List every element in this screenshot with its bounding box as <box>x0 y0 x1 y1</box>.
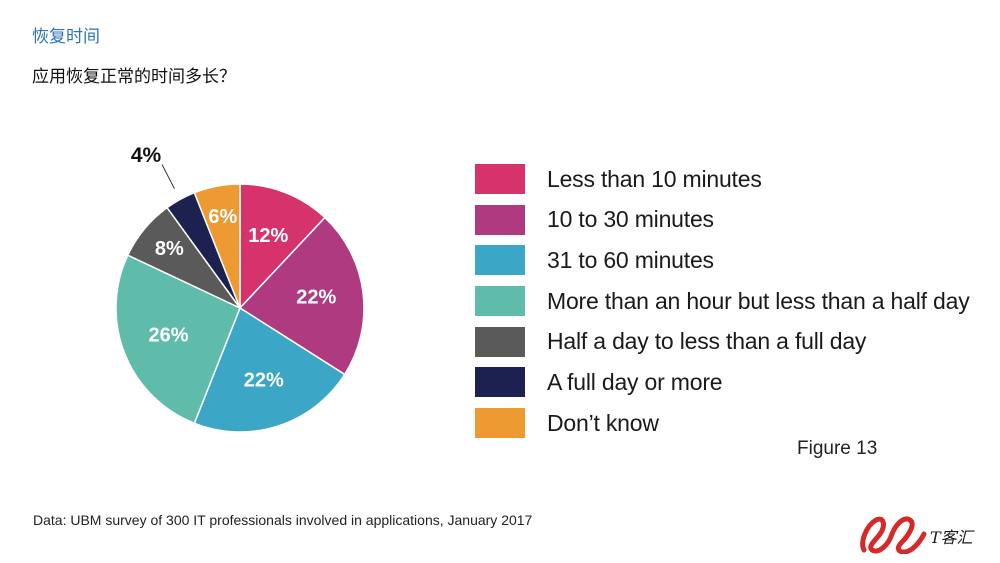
legend-item-half-a-day-to-less-than-a-full-day: Half a day to less than a full day <box>475 326 970 357</box>
figure-label: Figure 13 <box>797 438 878 459</box>
legend-swatch <box>475 204 525 235</box>
pie-slice-10-to-30-minutes <box>238 216 365 376</box>
brand-logo-text: T客汇 <box>930 528 973 547</box>
legend-label: A full day or more <box>547 368 723 395</box>
slide-title: 恢复时间 <box>32 27 100 47</box>
pie-slice-31-to-60-minutes <box>193 306 346 433</box>
pie-data-label-don-t-know: 6% <box>208 206 237 228</box>
legend-swatch <box>475 164 525 194</box>
pie-slice-more-than-an-hour-but-less-than-a-half-day <box>115 254 241 425</box>
chart-legend: Less than 10 minutes 10 to 30 minutes 31 t… <box>475 164 970 449</box>
legend-label: Don’t know <box>547 409 659 436</box>
legend-swatch <box>475 245 525 276</box>
legend-item-more-than-an-hour-but-less-than-a-half-day: More than an hour but less than a half d… <box>475 286 970 317</box>
legend-label: More than an hour but less than a half d… <box>547 287 970 314</box>
pie-leader-line-a-full-day-or-more <box>161 164 175 190</box>
pie-data-label-half-a-day-to-less-than-a-full-day: 8% <box>155 238 184 260</box>
pie-data-label-31-to-60-minutes: 22% <box>244 369 284 391</box>
legend-item-10-to-30-minutes: 10 to 30 minutes <box>475 204 970 235</box>
source-note: Data: UBM survey of 300 IT professionals… <box>33 512 533 528</box>
pie-slice-don-t-know <box>193 183 241 309</box>
legend-swatch <box>475 408 525 439</box>
legend-label: 31 to 60 minutes <box>547 246 714 273</box>
legend-item-don-t-know: Don’t know <box>475 408 970 439</box>
pie-data-label-a-full-day-or-more: 4% <box>131 144 162 167</box>
slide-subtitle: 应用恢复正常的时间多长？ <box>32 67 236 87</box>
legend-label: Half a day to less than a full day <box>547 328 867 355</box>
legend-label: Less than 10 minutes <box>547 165 762 192</box>
legend-item-31-to-60-minutes: 31 to 60 minutes <box>475 245 970 276</box>
brand-logo: T客汇 <box>858 512 994 554</box>
legend-label: 10 to 30 minutes <box>547 206 714 233</box>
pie-data-label-more-than-an-hour-but-less-than-a-half-day: 26% <box>149 325 189 347</box>
legend-swatch <box>475 326 525 357</box>
legend-swatch <box>475 367 525 398</box>
legend-item-a-full-day-or-more: A full day or more <box>475 367 970 398</box>
legend-swatch <box>475 286 525 317</box>
pie-data-label-less-than-10-minutes: 12% <box>248 225 288 247</box>
legend-item-less-than-10-minutes: Less than 10 minutes <box>475 164 970 194</box>
pie-slice-less-than-10-minutes <box>239 183 326 310</box>
pie-data-label-10-to-30-minutes: 22% <box>296 287 336 309</box>
brand-logo-icon <box>860 516 927 554</box>
